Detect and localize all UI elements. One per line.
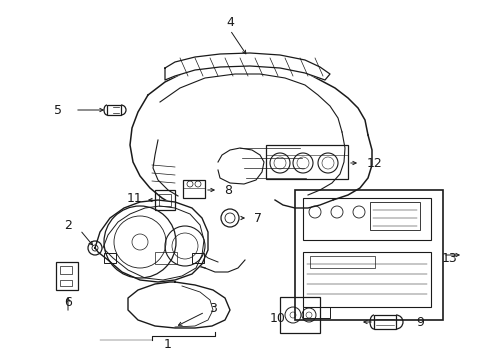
Bar: [183, 180, 204, 198]
Polygon shape: [128, 282, 229, 328]
Text: 10: 10: [269, 311, 285, 324]
Bar: [60, 266, 72, 274]
Bar: [303, 198, 430, 240]
Bar: [294, 190, 442, 320]
Text: 4: 4: [225, 15, 233, 28]
Bar: [155, 190, 175, 210]
Bar: [369, 202, 419, 230]
Text: 2: 2: [64, 219, 72, 231]
Text: 1: 1: [164, 338, 172, 351]
Text: 7: 7: [253, 212, 262, 225]
Bar: [56, 262, 78, 290]
Bar: [159, 194, 171, 206]
Bar: [107, 105, 121, 115]
Polygon shape: [164, 53, 329, 80]
Bar: [265, 145, 347, 179]
Polygon shape: [95, 200, 207, 282]
Text: 13: 13: [441, 252, 457, 265]
Bar: [309, 256, 374, 268]
Text: 12: 12: [366, 157, 382, 170]
Bar: [373, 315, 395, 329]
Bar: [60, 280, 72, 286]
Text: 9: 9: [415, 315, 423, 328]
Text: 5: 5: [54, 104, 62, 117]
Bar: [155, 252, 177, 264]
Text: 8: 8: [224, 184, 231, 197]
Text: 6: 6: [64, 296, 72, 309]
Bar: [303, 252, 430, 307]
Bar: [280, 297, 319, 333]
Bar: [192, 253, 203, 263]
Text: 3: 3: [209, 302, 217, 315]
Text: 11: 11: [127, 192, 142, 204]
Bar: [104, 253, 116, 263]
